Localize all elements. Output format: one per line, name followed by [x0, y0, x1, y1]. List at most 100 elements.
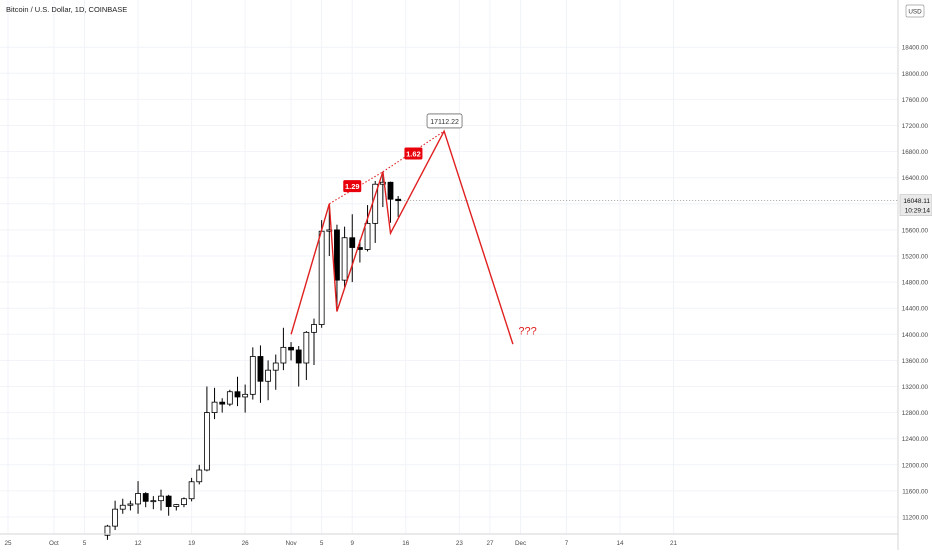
price-axis-label: 15200.00: [902, 254, 929, 261]
time-axis-label: 27: [486, 540, 494, 547]
candle-down: [288, 342, 294, 361]
time-axis-label: 9: [350, 540, 354, 547]
ratio-badge-text: 1.62: [406, 150, 421, 159]
target-callout-text: 17112.22: [430, 119, 459, 126]
time-axis-label: 25: [4, 540, 12, 547]
candle-up: [364, 205, 371, 252]
candle-body: [188, 481, 195, 500]
projection-path[interactable]: [290, 129, 514, 345]
candle-up: [303, 331, 310, 380]
last-price-tag: 16048.11 10:29:14: [899, 194, 932, 216]
candle-body: [135, 493, 141, 505]
candle-body: [119, 504, 126, 510]
candle-up: [112, 500, 118, 531]
candle-up: [242, 384, 249, 413]
time-axis-label: 16: [402, 540, 410, 547]
candle-body: [395, 198, 402, 202]
ratio-badge-bg: [343, 180, 362, 193]
candle-up: [272, 354, 279, 390]
candle-body: [203, 412, 210, 471]
candle-down: [395, 195, 402, 217]
last-price-tag-bg: [899, 194, 932, 216]
ratio-badge[interactable]: 1.29: [343, 180, 362, 193]
target-callout[interactable]: 17112.22: [426, 113, 463, 129]
price-axis-label: 12400.00: [902, 436, 929, 443]
time-axis-label: 7: [565, 540, 569, 547]
candle-body: [379, 181, 386, 185]
candle-body: [104, 525, 111, 536]
ratio-badge-text: 1.29: [345, 182, 360, 191]
ratio-badge[interactable]: 1.62: [404, 147, 423, 160]
candle-up: [265, 360, 272, 401]
last-price-countdown: 10:29:14: [905, 208, 931, 215]
time-axis-label: Nov: [285, 540, 297, 547]
time-axis-label: 12: [135, 540, 143, 547]
time-axis-label: Oct: [49, 540, 59, 547]
candle-down: [234, 376, 241, 407]
candle-body: [127, 503, 134, 506]
price-axis-label: 18000.00: [902, 71, 929, 78]
candle-body: [211, 401, 218, 414]
candle-body: [265, 369, 272, 382]
time-axis-label: 19: [188, 540, 196, 547]
candle-down: [387, 181, 394, 223]
candle-up: [127, 500, 134, 511]
target-callout-box: [426, 113, 463, 129]
time-axis-label: Dec: [515, 540, 526, 547]
candle-body: [219, 401, 226, 405]
price-axis-label: 11600.00: [902, 488, 928, 495]
candle-body: [295, 349, 302, 364]
candle-down: [257, 345, 264, 403]
candle-up: [158, 489, 164, 511]
price-axis-label: 13600.00: [902, 358, 929, 365]
candle-body: [311, 324, 317, 333]
time-axis-label: 5: [83, 540, 87, 547]
grid: [0, 0, 898, 534]
candle-body: [181, 498, 187, 506]
candle-body: [272, 362, 279, 371]
candle-down: [219, 398, 226, 413]
candle-up: [135, 481, 141, 514]
candle-body: [280, 346, 287, 364]
currency-label[interactable]: USD: [905, 4, 925, 18]
candle-body: [112, 508, 118, 527]
time-axis-label: 21: [670, 540, 678, 547]
price-axis-label: 11200.00: [902, 515, 928, 522]
candle-body: [142, 493, 149, 502]
candle-body: [257, 356, 264, 382]
candle-up: [341, 226, 348, 288]
candle-body: [288, 346, 294, 351]
candle-up: [203, 386, 210, 472]
candle-up: [226, 389, 233, 407]
time-axis-label: 5: [320, 540, 324, 547]
candle-up: [188, 477, 195, 502]
candle-body: [165, 495, 172, 507]
candle-up: [173, 503, 180, 511]
candle-body: [318, 230, 325, 325]
candle-up: [119, 498, 126, 514]
price-axis-label: 17600.00: [902, 97, 929, 104]
candle-up: [196, 464, 203, 485]
candle-down: [295, 346, 302, 387]
candle-body: [226, 391, 233, 405]
candle-body: [173, 504, 180, 507]
price-axis-label: 14000.00: [902, 332, 929, 339]
price-axis-label: 14800.00: [902, 280, 929, 287]
candle-body: [150, 500, 157, 503]
price-axis-label: 14400.00: [902, 306, 929, 313]
currency-box: [905, 4, 925, 18]
candle-body: [242, 393, 249, 398]
candle-body: [234, 391, 241, 398]
price-axis-label: 17200.00: [902, 123, 929, 130]
candle-up: [104, 524, 111, 540]
candle-down: [334, 224, 340, 312]
candle-down: [349, 214, 356, 283]
price-axis-label: 13200.00: [902, 384, 929, 391]
price-axis-label: 16400.00: [902, 175, 929, 182]
pattern-drawing[interactable]: 1.29 1.62 17112.22???: [290, 113, 537, 345]
candle-down: [142, 492, 149, 508]
question-annotation[interactable]: ???: [518, 325, 536, 337]
candle-up: [311, 318, 317, 365]
